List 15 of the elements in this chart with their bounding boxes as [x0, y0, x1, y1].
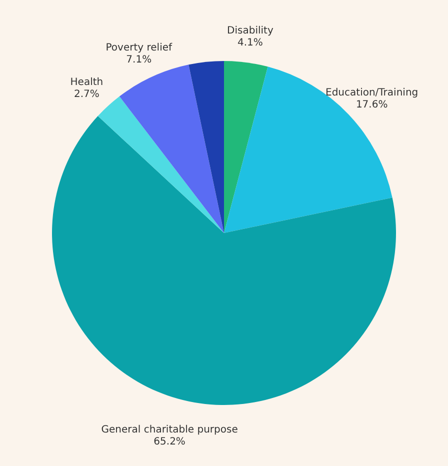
pie-slice	[224, 61, 268, 233]
pie-slice	[52, 116, 396, 405]
data-label: 65.2%	[154, 436, 186, 448]
slice-label: Poverty relief	[106, 42, 172, 54]
slice-label: Education/Training	[326, 87, 418, 98]
pie-slice	[188, 61, 224, 233]
data-label: 4.1%	[238, 38, 263, 49]
data-label: 17.6%	[356, 99, 388, 110]
slice-label: General charitable purpose	[101, 424, 238, 436]
pie-slice	[119, 64, 224, 233]
pie-slice	[98, 96, 224, 233]
slice-label: Health	[70, 77, 104, 88]
data-label: 2.7%	[74, 89, 100, 100]
slice-label: Disability	[227, 26, 274, 37]
data-label: 7.1%	[126, 54, 152, 66]
